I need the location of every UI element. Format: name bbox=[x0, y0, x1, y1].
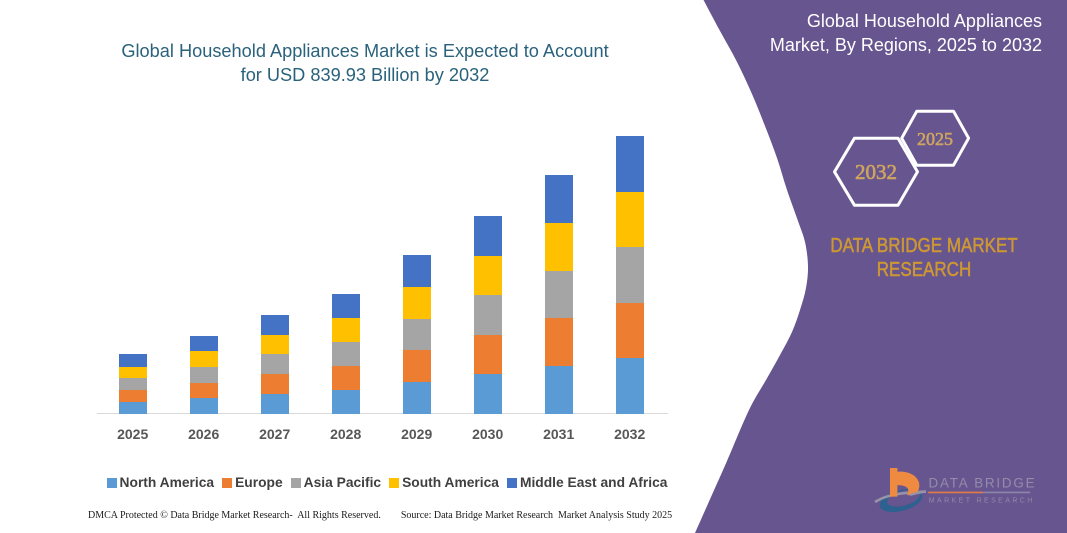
svg-text:2025: 2025 bbox=[917, 129, 953, 149]
svg-text:2032: 2032 bbox=[855, 160, 897, 184]
svg-text:MARKET RESEARCH: MARKET RESEARCH bbox=[929, 498, 1035, 505]
svg-text:DATA BRIDGE: DATA BRIDGE bbox=[929, 476, 1037, 491]
